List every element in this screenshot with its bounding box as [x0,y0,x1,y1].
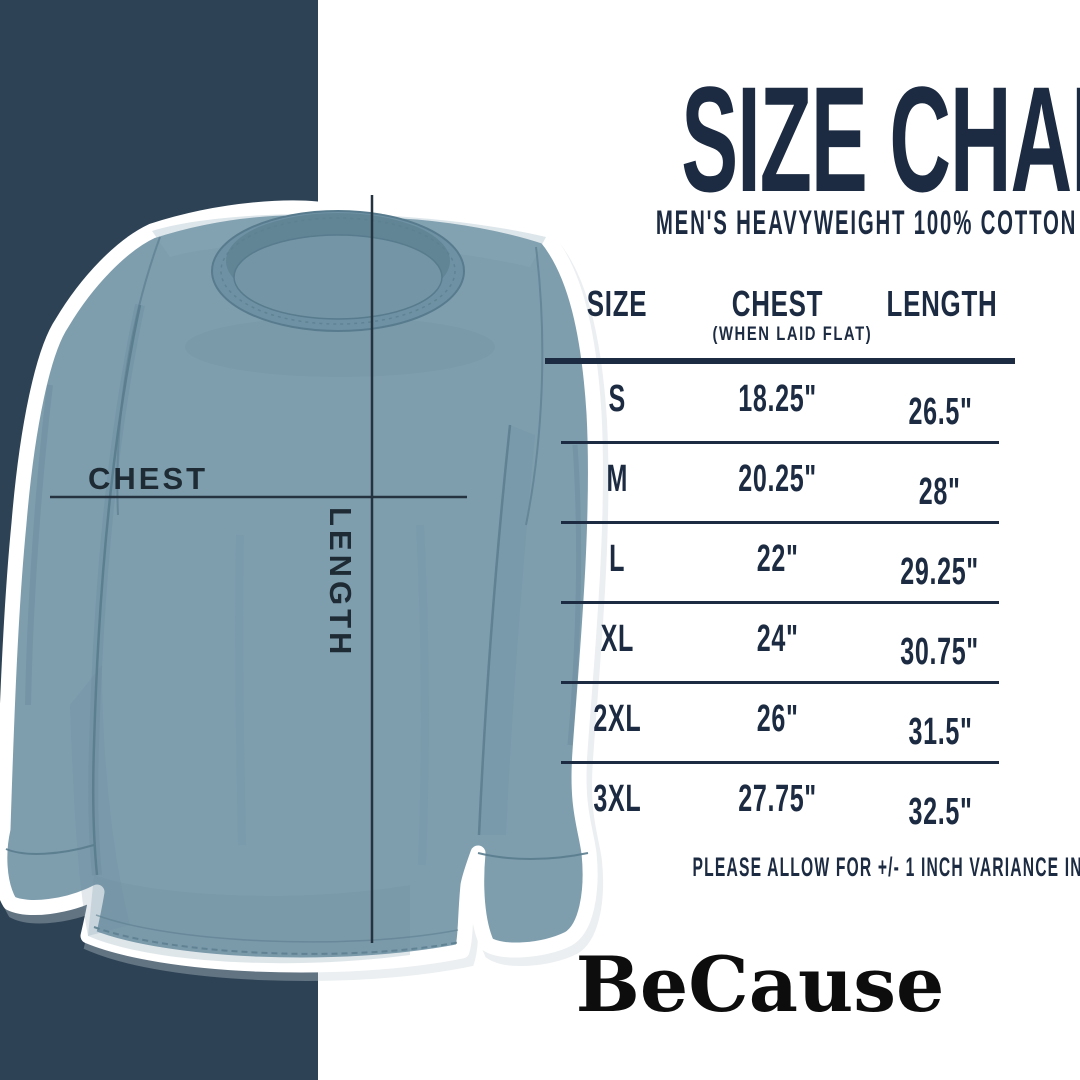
column-header-chest-sub: (WHEN LAID FLAT) [712,324,873,345]
length-cell: 29.25" [900,551,980,593]
length-cell: 26.5" [907,391,972,433]
right-sleeve-shading [479,425,535,835]
length-cell: 30.75" [900,631,980,673]
length-cell: 32.5" [907,791,972,833]
chest-measure-label: CHEST [88,461,208,496]
left-sleeve-crease [25,384,53,706]
shirt-body [0,200,603,973]
table-row: S 18.25" 26.5" [545,364,1015,441]
chest-cell: 27.75" [738,778,817,820]
left-shading [70,665,130,936]
right-armhole-seam [525,246,544,526]
column-header-length: LENGTH [886,283,998,324]
row-separator [561,521,999,524]
row-separator [561,681,999,684]
row-separator [561,601,999,604]
right-sleeve-crease [567,444,582,746]
table-row: 2XL 26" 31.5" [545,684,1015,761]
left-sleeve-seam [91,304,142,876]
size-cell: 3XL [593,778,642,820]
page-subtitle: MEN'S HEAVYWEIGHT 100% COTTON LONG SLEEV… [458,204,1080,242]
length-measure-label: LENGTH [323,507,358,658]
hem-stitch-2 [95,914,459,943]
chest-cell: 22" [756,538,799,580]
chest-cell: 26" [756,698,799,740]
brand-logo: BeCause [545,940,975,1029]
hem-stitch-1 [93,926,461,955]
body-crease-2 [416,524,429,866]
table-header-rule [545,358,1015,364]
right-sleeve-seam [477,424,512,836]
column-header-size: SIZE [587,283,648,324]
page-subtitle-text: MEN'S HEAVYWEIGHT 100% COTTON LONG SLEEV… [655,204,1080,242]
size-cell: S [608,378,627,420]
right-cuff-seam [477,852,589,860]
size-cell: XL [600,618,635,660]
chest-cell: 20.25" [738,458,817,500]
column-header-chest: CHEST (WHEN LAID FLAT) [690,284,873,346]
row-separator [561,441,999,444]
length-cell: 28" [919,471,961,513]
neck-opening [233,234,443,320]
size-table: SIZE CHEST (WHEN LAID FLAT) LENGTH S 18.… [545,272,1015,841]
shirt-photo: CHEST LENGTH [0,195,609,982]
variance-note: PLEASE ALLOW FOR +/- 1 INCH VARIANCE IN … [692,852,1080,882]
size-cell: 2XL [593,698,642,740]
table-row: L 22" 29.25" [545,524,1015,601]
size-cell: L [609,538,626,580]
table-row: M 20.25" 28" [545,444,1015,521]
collar-shadow [185,317,495,377]
table-row: 3XL 27.75" 32.5" [545,764,1015,841]
table-row: XL 24" 30.75" [545,604,1015,681]
page-title-text: SIZE CHART [681,55,1080,223]
collar-stitching [220,217,456,325]
left-cuff-seam [5,844,95,855]
chest-cell: 24" [756,618,799,660]
page-title: SIZE CHART [492,58,1080,220]
chest-cell: 18.25" [738,378,817,420]
length-cell: 31.5" [907,711,972,753]
body-crease-1 [235,534,246,846]
brand-logo-text: BeCause [575,940,945,1029]
row-separator [561,761,999,764]
size-cell: M [606,458,629,500]
size-table-header: SIZE CHEST (WHEN LAID FLAT) LENGTH [545,272,1015,346]
